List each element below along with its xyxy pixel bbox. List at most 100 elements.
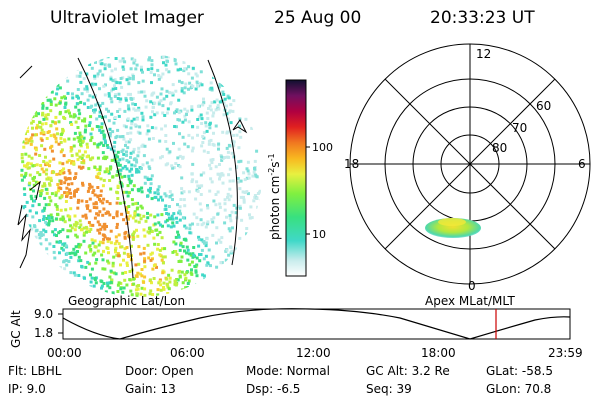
- uv-pixel: [65, 194, 68, 198]
- uv-pixel: [165, 282, 169, 286]
- uv-pixel: [231, 226, 234, 230]
- uv-pixel: [73, 194, 76, 198]
- uv-pixel: [54, 140, 58, 144]
- uv-pixel: [164, 194, 168, 198]
- uv-pixel: [41, 209, 45, 213]
- uv-pixel: [24, 173, 28, 177]
- uv-pixel: [24, 152, 28, 156]
- uv-pixel: [92, 142, 96, 146]
- uv-pixel: [39, 234, 43, 237]
- uv-pixel: [102, 133, 106, 137]
- uv-pixel: [108, 202, 112, 206]
- uv-pixel: [209, 177, 213, 181]
- uv-pixel: [96, 195, 100, 199]
- uv-pixel: [76, 286, 80, 290]
- uv-pixel: [69, 229, 73, 233]
- uv-pixel: [199, 70, 203, 74]
- uv-pixel: [208, 104, 212, 108]
- uv-pixel: [182, 190, 186, 194]
- uv-pixel: [40, 84, 44, 87]
- uv-pixel: [161, 224, 164, 228]
- uv-pixel: [197, 237, 201, 241]
- uv-pixel: [239, 263, 243, 267]
- uv-pixel: [80, 161, 84, 165]
- uv-pixel: [156, 190, 160, 194]
- uv-pixel: [122, 258, 125, 262]
- uv-pixel: [209, 138, 213, 142]
- uv-pixel: [227, 67, 231, 71]
- uv-pixel: [85, 72, 89, 76]
- uv-pixel: [206, 204, 209, 208]
- uv-pixel: [66, 109, 70, 113]
- uv-pixel: [119, 263, 122, 267]
- info-gcalt-label: GC Alt:: [366, 364, 408, 378]
- uv-pixel: [29, 162, 33, 166]
- uv-pixel: [72, 193, 76, 196]
- uv-pixel: [114, 248, 117, 252]
- uv-pixel: [242, 198, 246, 202]
- uv-pixel: [153, 222, 157, 226]
- uv-pixel: [139, 292, 143, 296]
- uv-pixel: [62, 95, 66, 99]
- uv-pixel: [54, 103, 58, 107]
- uv-pixel: [143, 293, 147, 297]
- uv-pixel: [167, 70, 171, 74]
- uv-pixel: [88, 157, 92, 161]
- uv-pixel: [247, 260, 251, 264]
- uv-pixel: [220, 172, 224, 176]
- uv-pixel: [47, 271, 51, 275]
- uv-pixel: [109, 97, 113, 101]
- uv-pixel: [251, 254, 255, 258]
- uv-pixel: [108, 134, 112, 138]
- altitude-xtick: 23:59: [548, 346, 583, 360]
- uv-pixel: [31, 164, 35, 168]
- uv-pixel: [196, 189, 200, 193]
- uv-pixel: [174, 109, 178, 113]
- uv-pixel: [192, 55, 196, 59]
- uv-pixel: [234, 247, 237, 251]
- uv-pixel: [250, 89, 254, 92]
- uv-pixel: [31, 120, 35, 123]
- uv-pixel: [102, 143, 106, 147]
- uv-pixel: [108, 213, 112, 217]
- uv-pixel: [204, 280, 208, 284]
- uv-pixel: [80, 157, 84, 160]
- uv-pixel: [235, 268, 239, 272]
- uv-pixel: [189, 271, 193, 275]
- uv-pixel: [140, 274, 144, 278]
- uv-pixel: [200, 184, 204, 188]
- uv-pixel: [41, 111, 45, 115]
- uv-pixel: [229, 194, 233, 198]
- uv-pixel: [204, 121, 208, 125]
- uv-pixel: [145, 161, 149, 165]
- uv-pixel: [191, 136, 194, 140]
- uv-pixel: [144, 219, 148, 223]
- uv-pixel: [85, 89, 89, 93]
- uv-pixel: [212, 199, 216, 203]
- uv-pixel: [46, 113, 50, 117]
- uv-pixel: [258, 270, 262, 274]
- uv-pixel: [163, 114, 167, 117]
- info-glat: GLat: -58.5: [486, 364, 553, 378]
- uv-pixel: [39, 242, 43, 246]
- uv-pixel: [64, 110, 68, 114]
- uv-pixel: [224, 258, 228, 262]
- uv-pixel: [117, 92, 121, 96]
- info-mode: Mode: Normal: [246, 364, 330, 378]
- uv-pixel: [62, 154, 66, 158]
- uv-pixel: [253, 166, 256, 170]
- info-glat-label: GLat:: [486, 364, 519, 378]
- uv-pixel: [84, 265, 88, 269]
- uv-pixel: [114, 87, 118, 90]
- uv-pixel: [74, 120, 78, 124]
- uv-pixel: [38, 219, 42, 223]
- uv-pixel: [225, 146, 229, 150]
- uv-pixel: [157, 102, 161, 106]
- uv-pixel: [55, 234, 58, 237]
- uv-pixel: [223, 156, 226, 159]
- uv-pixel: [88, 121, 92, 125]
- uv-pixel: [63, 281, 67, 285]
- uv-pixel: [255, 120, 259, 124]
- uv-pixel: [202, 221, 206, 225]
- uv-pixel: [55, 205, 59, 208]
